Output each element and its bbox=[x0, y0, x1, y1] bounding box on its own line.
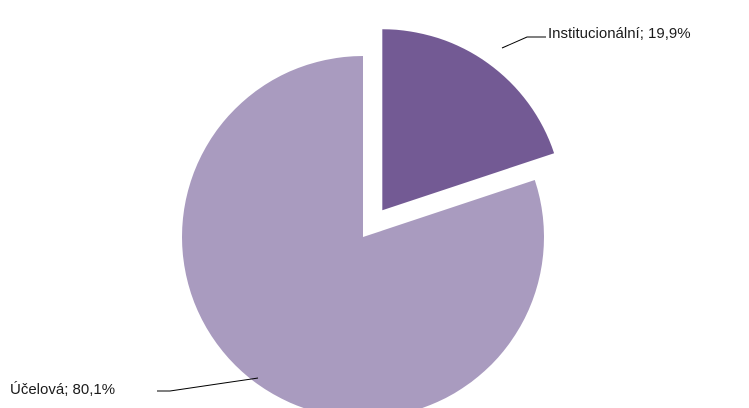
slice-institucionalni bbox=[382, 29, 555, 211]
leader-line-institucionalni bbox=[501, 36, 546, 49]
data-label-institucionalni: Institucionální; 19,9% bbox=[548, 25, 691, 42]
data-label-ucelova: Účelová; 80,1% bbox=[10, 381, 115, 398]
leader-line-ucelova bbox=[157, 377, 259, 392]
pie-slices bbox=[182, 29, 555, 408]
leader-lines bbox=[157, 36, 546, 392]
slice-ucelova bbox=[182, 56, 544, 408]
